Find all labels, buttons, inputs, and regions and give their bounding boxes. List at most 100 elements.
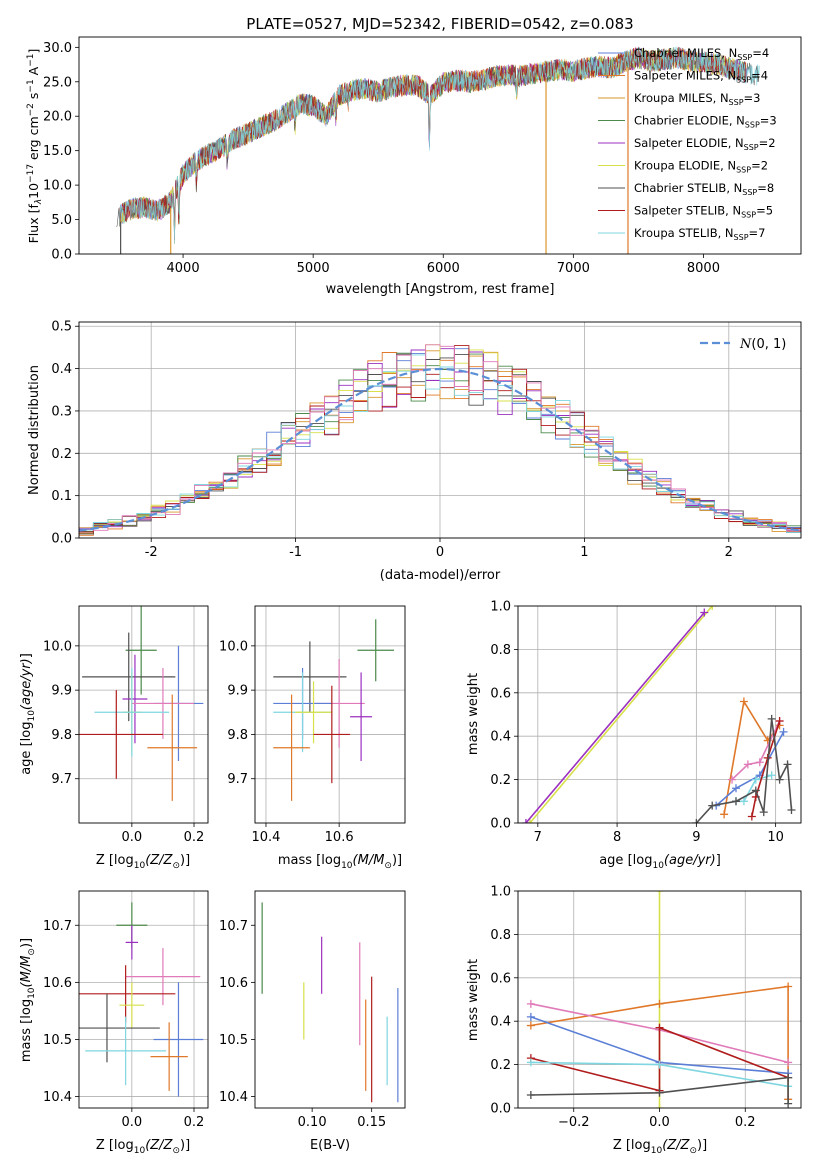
legend-label: Chabrier STELIB, NSSP=8 — [634, 181, 774, 197]
weight-marker — [783, 760, 792, 769]
weight-marker — [759, 808, 768, 817]
z_vs_mass-xlabel: Z [log10(Z/Z⊙)] — [96, 1138, 190, 1156]
weight-marker — [739, 697, 748, 706]
figure-title: PLATE=0527, MJD=52342, FIBERID=0542, z=0… — [246, 15, 633, 33]
legend-label-main: Salpeter STELIB, N — [634, 204, 741, 218]
weight-marker — [655, 1060, 664, 1069]
ylabel-sub: λ — [34, 199, 44, 205]
legend-label-main: Kroupa ELODIE, N — [634, 159, 736, 173]
y-tick-label: 10.6 — [43, 976, 72, 991]
legend-label: Salpeter MILES, NSSP=4 — [634, 69, 768, 85]
residuals-frame — [78, 321, 802, 539]
z_vs_mass-ylabel-sub: 10 — [27, 987, 37, 999]
residuals-xlabel: (data-model)/error — [380, 568, 501, 583]
y-tick-label: 5.0 — [51, 213, 72, 228]
z_vs_mass-ylabel-part: (M/M — [19, 956, 34, 988]
z_vs_age-panel: 0.0 0.29.79.89.910.0Z [log10(Z/Z⊙)]age [l… — [19, 605, 209, 871]
weight-marker — [708, 606, 717, 610]
mass_vs_age-plot-area — [273, 619, 395, 801]
y-tick-label: 0.0 — [51, 248, 72, 263]
weight-marker — [720, 810, 729, 819]
z_vs_age-frame — [78, 605, 209, 824]
x-tick-label: 7000 — [557, 261, 590, 276]
legend-label-sub: SSP — [734, 233, 749, 242]
z_vs_age-ylabel-part: ] — [19, 653, 34, 658]
ylabel-part: Flux [f — [26, 204, 41, 244]
y-tick-label: 0.6 — [490, 971, 511, 986]
z_vs_age-plot-area — [79, 606, 204, 801]
normal-curve — [79, 367, 801, 532]
y-tick-label: 9.8 — [51, 728, 72, 743]
y-tick-label: 10.0 — [219, 639, 248, 654]
z_vs_mass-ylabel-part: )] — [19, 938, 34, 948]
weight-marker — [655, 891, 664, 895]
spectrum-ylabel: Flux [fλ10−17 erg cm−2 s−1 A−1] — [26, 49, 44, 244]
ylabel-sup: −17 — [26, 164, 36, 183]
y-tick-label: 10.4 — [43, 1090, 72, 1105]
z_vs_age-ylabel: age [log10(age/yr)] — [19, 653, 37, 775]
y-tick-label: 10.6 — [219, 976, 248, 991]
age_vs_weight-xlabel-sub: 10 — [652, 861, 664, 871]
weight-marker — [751, 775, 760, 784]
spectrum-xlabel: wavelength [Angstrom, rest frame] — [326, 282, 555, 297]
weight-marker — [525, 819, 534, 823]
weight-marker — [526, 1021, 535, 1030]
weight-marker — [692, 819, 701, 823]
legend-label-sub: SSP — [736, 166, 751, 175]
ylabel-part: s — [26, 93, 41, 104]
z_vs_weight-panel: −0.2 0.0 0.2 0.0 0.2 0.4 0.6 0.8 1.0 Z [log10(Z/Z… — [466, 885, 802, 1156]
weight-line — [530, 985, 789, 1100]
y-tick-label: 9.8 — [227, 728, 248, 743]
y-tick-label: 1.0 — [490, 600, 511, 615]
z_vs_age-ylabel-part: age [log — [19, 722, 34, 775]
weight-marker — [655, 1088, 664, 1097]
weight-marker — [784, 982, 793, 991]
weight-marker — [655, 1104, 664, 1108]
legend-label-sub: SSP — [736, 76, 751, 85]
z_vs_mass-xlabel-part: (Z/Z — [145, 1138, 173, 1153]
age_vs_weight-frame — [517, 605, 802, 824]
z_vs_weight-xlabel-part: (Z/Z — [662, 1138, 690, 1153]
legend-label-end: =3 — [744, 91, 761, 105]
legend-label-end: =7 — [749, 226, 766, 240]
mass_vs_age-xlabel: mass [log10(M/M⊙)] — [278, 853, 402, 871]
y-tick-label: 9.9 — [227, 684, 248, 699]
spectrum-frame — [78, 36, 802, 255]
x-tick-label: 0.10 — [298, 1115, 327, 1130]
mass_vs_age-xlabel-part: mass [log — [278, 853, 341, 868]
y-tick-label: 9.9 — [51, 684, 72, 699]
z_vs_mass-plot-area — [79, 902, 204, 1097]
age_vs_weight-xlabel-part: ] — [716, 853, 721, 868]
y-tick-label: 0.0 — [490, 817, 511, 832]
ylabel-sup: −2 — [26, 103, 36, 116]
spectrum-plot-area — [116, 46, 760, 254]
ebv_vs_mass-plot-area — [261, 902, 399, 1103]
histogram-step — [79, 344, 801, 532]
z_vs_age-ylabel-part: (age/yr) — [19, 658, 34, 710]
z_vs_mass-xlabel-sub: 10 — [134, 1146, 146, 1156]
x-tick-label: 0.2 — [735, 1115, 756, 1130]
spectrum-line — [119, 46, 760, 244]
legend-label-sub: SSP — [741, 211, 756, 220]
z_vs_age-xlabel-part: Z [log — [96, 853, 134, 868]
z_vs_mass-panel: 0.0 0.210.410.510.610.7Z [log10(Z/Z⊙)]mas… — [19, 890, 209, 1156]
z_vs_weight-xlabel-part: )] — [697, 1138, 707, 1153]
x-tick-label: -2 — [145, 545, 158, 560]
weight-marker — [655, 999, 664, 1008]
weight-marker — [731, 797, 740, 806]
age_vs_weight-ylabel: mass weight — [466, 673, 481, 755]
legend-label: Kroupa ELODIE, NSSP=2 — [634, 159, 768, 175]
histogram-step — [79, 344, 801, 529]
y-tick-label: 0.6 — [490, 686, 511, 701]
y-tick-label: 0.8 — [490, 643, 511, 658]
weight-line — [715, 731, 785, 807]
legend-label-main: Salpeter MILES, N — [634, 69, 736, 83]
z_vs_age-xlabel-sub: 10 — [134, 861, 146, 871]
weight-marker — [743, 760, 752, 769]
y-tick-label: 20.0 — [43, 110, 72, 125]
mass_vs_age-grid — [255, 606, 405, 823]
legend-label-end: =8 — [757, 181, 774, 195]
legend-label-end: =4 — [752, 46, 769, 60]
weight-marker — [747, 812, 756, 821]
